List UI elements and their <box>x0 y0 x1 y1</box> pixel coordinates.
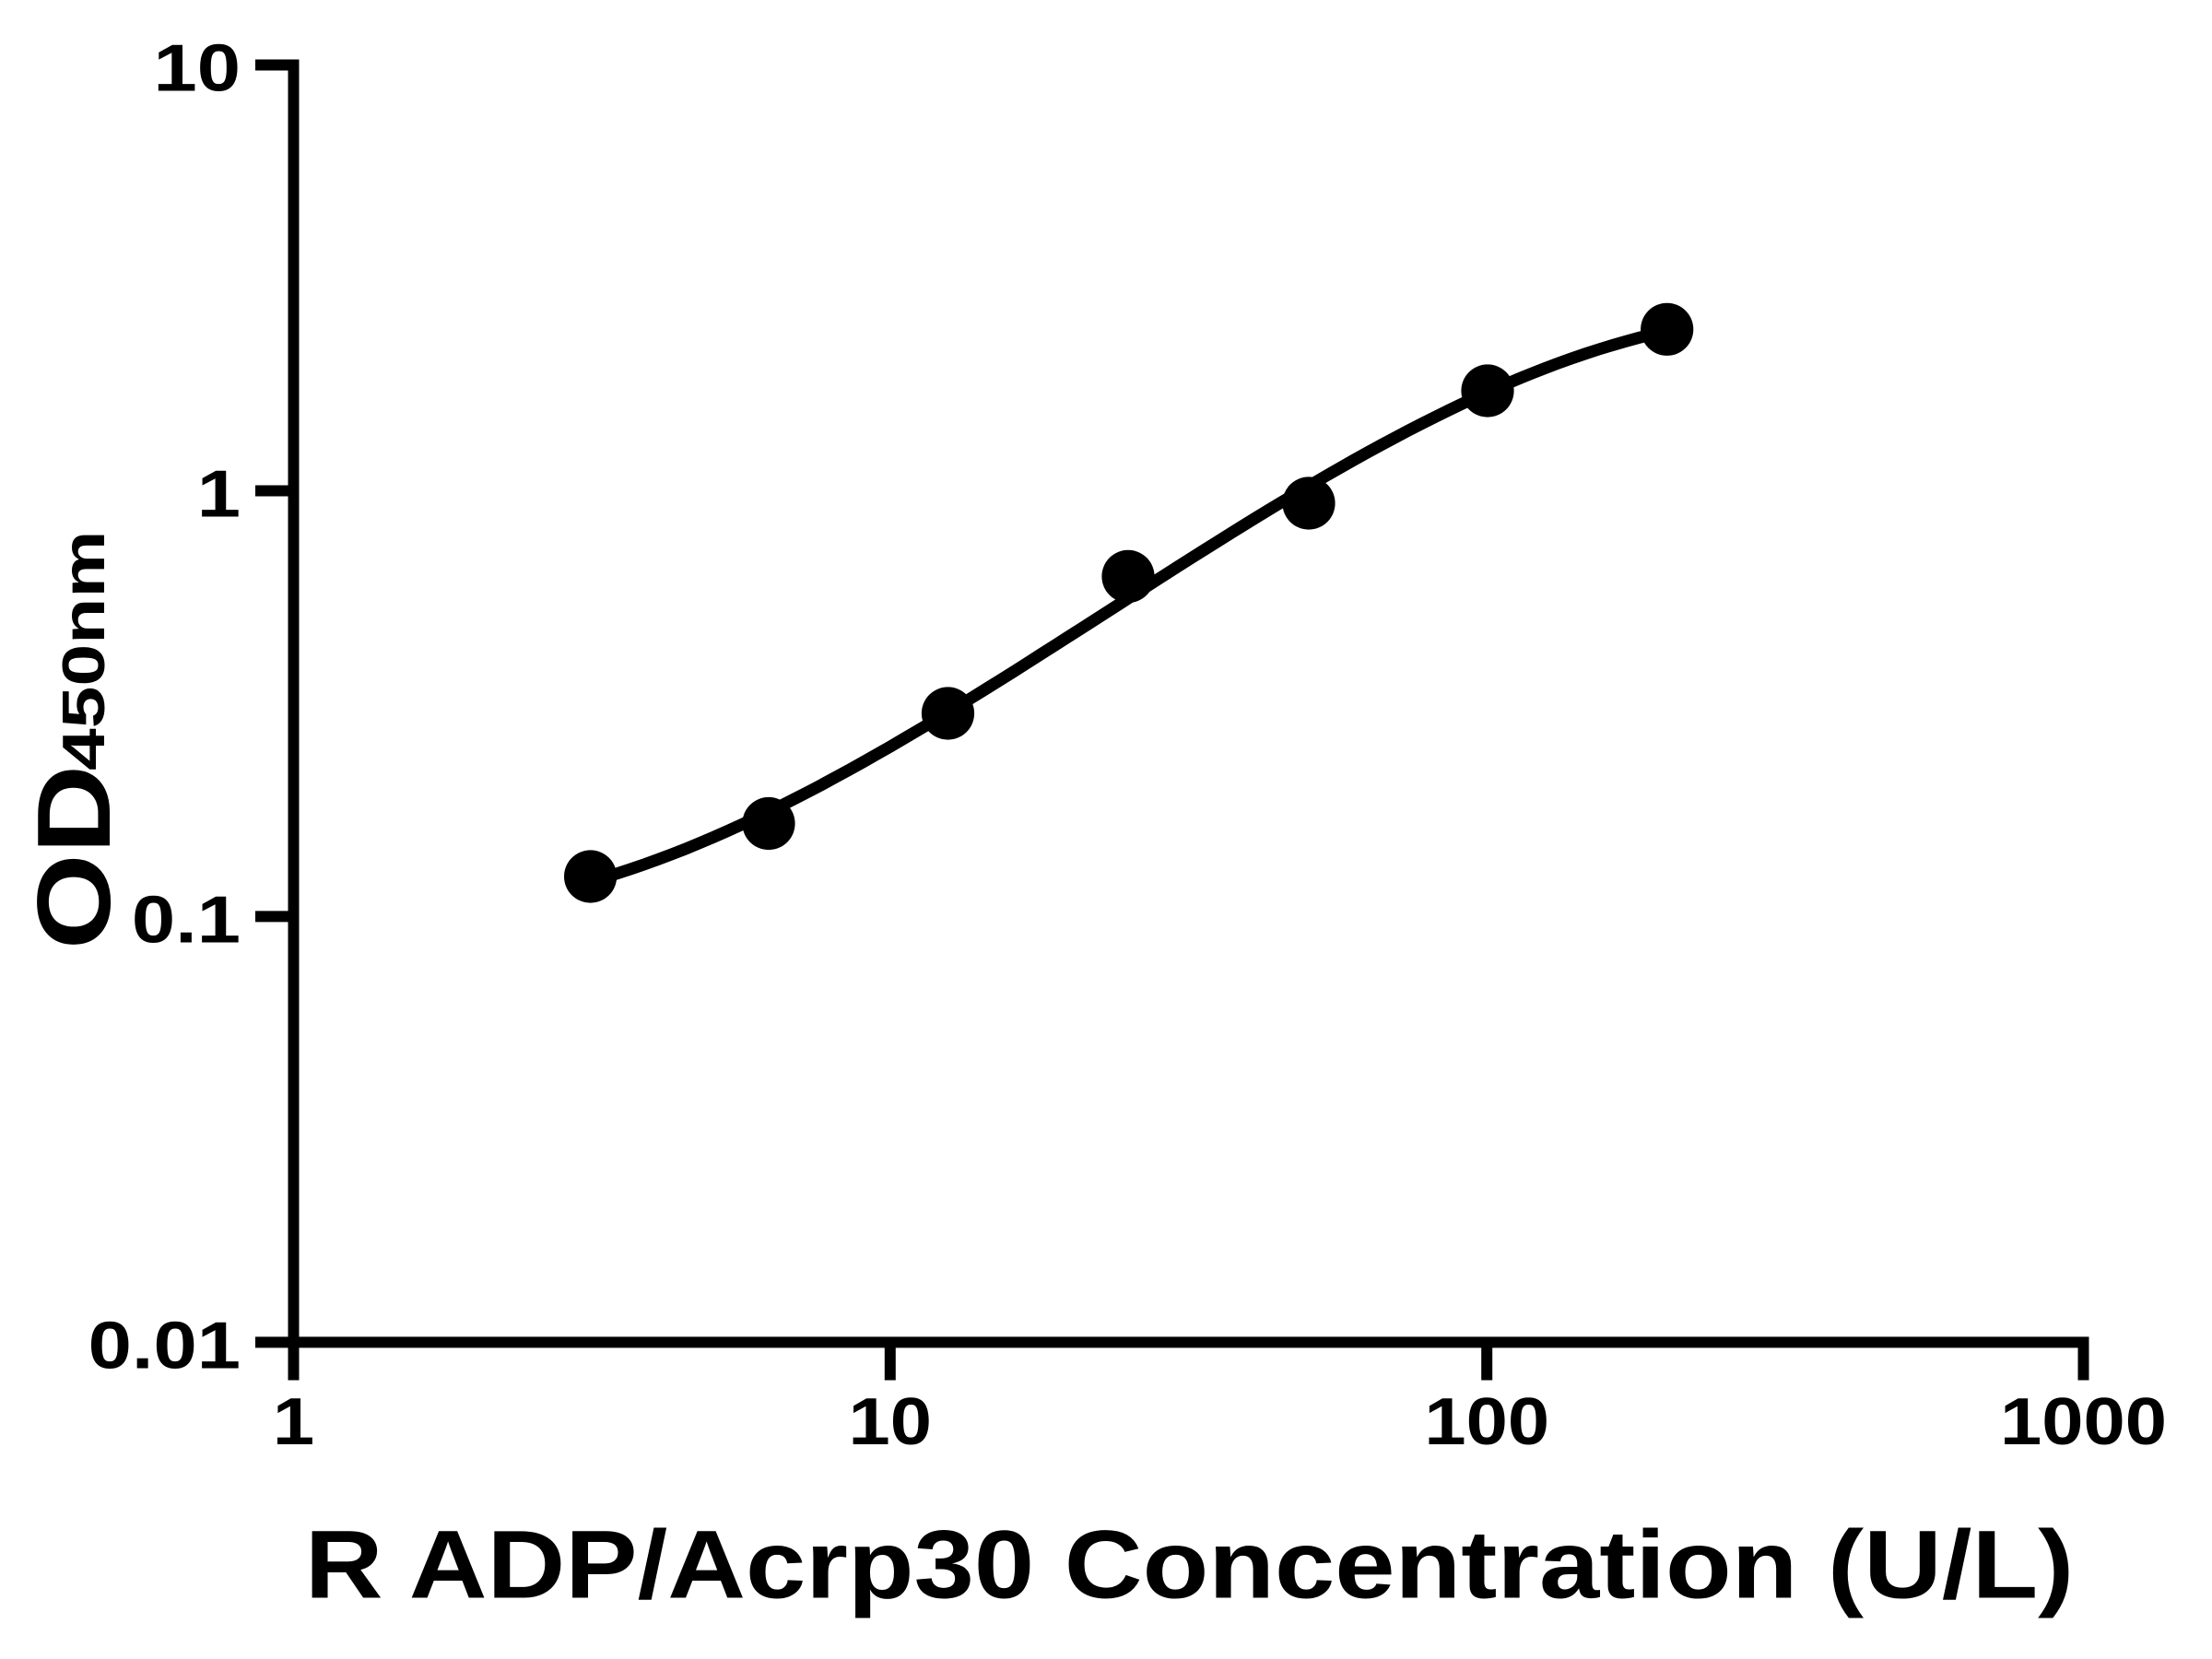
svg-text:0.01: 0.01 <box>88 1308 241 1382</box>
svg-text:1: 1 <box>273 1384 314 1459</box>
svg-text:0.1: 0.1 <box>132 882 241 956</box>
svg-text:R ADP/Acrp30 Concentration (U/: R ADP/Acrp30 Concentration (U/L) <box>305 1510 2075 1618</box>
svg-text:1000: 1000 <box>2000 1384 2167 1459</box>
svg-text:450nm: 450nm <box>50 530 117 771</box>
svg-text:OD: OD <box>17 765 133 950</box>
svg-text:10: 10 <box>154 31 241 105</box>
svg-text:100: 100 <box>1424 1384 1549 1459</box>
svg-text:10: 10 <box>849 1384 933 1459</box>
svg-text:1: 1 <box>197 457 241 531</box>
